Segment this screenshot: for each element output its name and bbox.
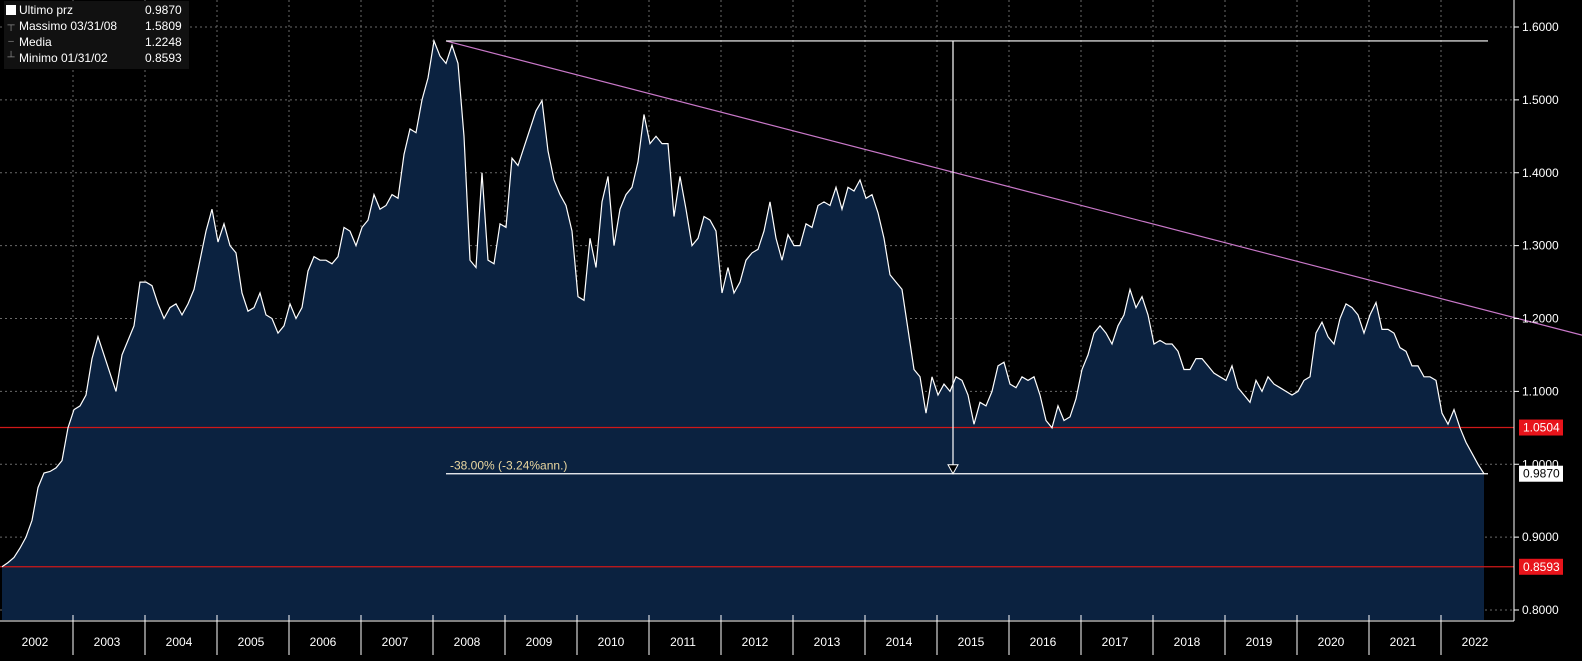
legend-value: 1.2248	[145, 35, 182, 49]
legend-label: Minimo 01/31/02	[19, 51, 108, 65]
drop-label: -38.00% (-3.24%ann.)	[450, 459, 567, 473]
drop-arrow-head	[947, 464, 959, 475]
x-tick-label: 2006	[310, 635, 337, 649]
x-tick-label: 2020	[1318, 635, 1345, 649]
low-marker-icon: ┴	[7, 52, 15, 63]
reference-lines	[0, 426, 1514, 568]
badge-label: 0.9870	[1523, 467, 1560, 481]
trendline	[445, 40, 1582, 336]
white-square-icon	[6, 5, 16, 15]
legend-row-last: Ultimo prz 0.9870	[6, 2, 185, 18]
average-marker-icon: –	[8, 36, 14, 47]
y-tick-label: 0.9000	[1522, 530, 1559, 544]
legend-row-average: – Media 1.2248	[6, 34, 185, 50]
y-tick-label: 1.6000	[1522, 20, 1559, 34]
legend-box: Ultimo prz 0.9870 ┬ Massimo 03/31/08 1.5…	[4, 1, 189, 69]
x-tick-label: 2005	[238, 635, 265, 649]
chart-axes: 0.80000.90001.00001.10001.20001.30001.40…	[0, 0, 1563, 655]
legend-row-high: ┬ Massimo 03/31/08 1.5809	[6, 18, 185, 34]
legend-label: Media	[19, 35, 52, 49]
x-tick-label: 2007	[382, 635, 409, 649]
y-tick-label: 0.8000	[1522, 603, 1559, 617]
x-tick-label: 2018	[1174, 635, 1201, 649]
x-tick-label: 2015	[958, 635, 985, 649]
x-tick-label: 2013	[814, 635, 841, 649]
x-tick-label: 2012	[742, 635, 769, 649]
x-tick-label: 2016	[1030, 635, 1057, 649]
x-tick-label: 2014	[886, 635, 913, 649]
x-tick-label: 2010	[598, 635, 625, 649]
y-tick-label: 1.1000	[1522, 384, 1559, 398]
y-tick-label: 1.4000	[1522, 166, 1559, 180]
legend-label: Ultimo prz	[19, 3, 74, 17]
x-tick-label: 2008	[454, 635, 481, 649]
level-badge	[1519, 558, 1563, 575]
legend-row-low: ┴ Minimo 01/31/02 0.8593	[6, 50, 185, 66]
chart-annotations: -38.00% (-3.24%ann.)	[445, 40, 1582, 475]
y-tick-label: 1.5000	[1522, 93, 1559, 107]
x-tick-label: 2004	[166, 635, 193, 649]
legend-value: 0.8593	[145, 51, 182, 65]
last-price-badge	[1519, 465, 1563, 482]
x-tick-label: 2002	[22, 635, 49, 649]
high-marker-icon: ┬	[7, 20, 15, 31]
price-area	[2, 40, 1484, 620]
badge-label: 0.8593	[1523, 560, 1560, 574]
x-tick-label: 2019	[1246, 635, 1273, 649]
x-tick-label: 2003	[94, 635, 121, 649]
price-series-line	[1, 38, 1485, 568]
badge-label: 1.0504	[1523, 421, 1560, 435]
x-tick-label: 2009	[526, 635, 553, 649]
y-tick-label: 1.3000	[1522, 239, 1559, 253]
x-tick-label: 2011	[670, 635, 696, 649]
legend-value: 0.9870	[145, 3, 182, 17]
legend-label: Massimo 03/31/08	[19, 19, 118, 33]
y-tick-label: 1.2000	[1522, 312, 1559, 326]
x-tick-label: 2022	[1462, 635, 1489, 649]
legend-value: 1.5809	[145, 19, 182, 33]
x-tick-label: 2017	[1102, 635, 1129, 649]
level-badge	[1519, 419, 1563, 436]
x-tick-label: 2021	[1390, 635, 1417, 649]
